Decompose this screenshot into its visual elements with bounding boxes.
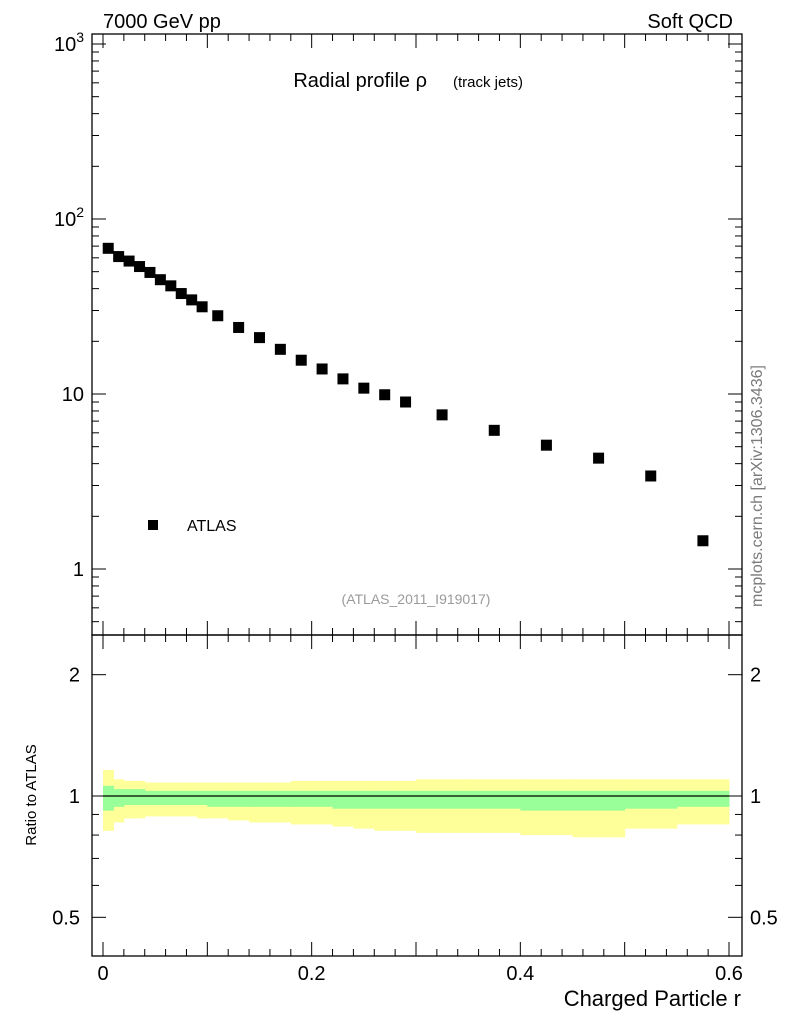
inner-band-bin — [676, 790, 730, 807]
header-right-label: Soft QCD — [647, 11, 733, 33]
atlas-data-point — [436, 409, 448, 421]
ratio-y-axis-label: Ratio to ATLAS — [23, 744, 40, 845]
axis-tick-labels: 1 10 102 103 0.5 0.5 1 1 2 2 0 0.2 0.4 0.6 — [52, 29, 778, 985]
plot-subtitle: (track jets) — [453, 74, 523, 91]
x-tick-label: 0.4 — [506, 963, 534, 985]
inner-band-bin — [311, 790, 334, 807]
inner-band-bin — [332, 790, 354, 809]
atlas-data-point — [316, 363, 328, 375]
x-tick-label: 0.6 — [715, 963, 743, 985]
atlas-data-point — [295, 354, 307, 366]
atlas-data-point — [233, 321, 245, 333]
axis-ticks — [92, 34, 742, 956]
legend-label-atlas: ATLAS — [187, 518, 237, 535]
inner-band-bin — [103, 785, 114, 811]
inner-band-bin — [186, 790, 198, 805]
atlas-data-point — [254, 332, 265, 344]
atlas-data-point — [540, 439, 552, 451]
inner-band-bin — [155, 790, 167, 805]
ratio-uncertainty-bands — [103, 770, 730, 838]
inner-band-bin — [269, 790, 292, 807]
main-plot-frame — [91, 33, 743, 636]
y-tick-label: 1 — [73, 559, 84, 581]
inner-band-bin — [113, 789, 125, 807]
data-markers — [102, 242, 709, 547]
inner-band-bin — [123, 789, 135, 805]
x-axis-label: Charged Particle r — [564, 986, 741, 1011]
atlas-data-point — [274, 343, 286, 355]
atlas-data-point — [488, 424, 500, 436]
x-tick-label: 0.2 — [298, 963, 326, 985]
inner-band-bin — [144, 790, 156, 805]
y-tick-label: 103 — [54, 29, 84, 56]
atlas-data-point — [645, 470, 657, 482]
inner-band-bin — [624, 790, 678, 809]
atlas-data-point — [175, 288, 187, 300]
inner-band-bin — [134, 789, 146, 805]
inner-band-bin — [572, 790, 626, 811]
atlas-data-point — [196, 301, 208, 313]
atlas-data-point — [697, 535, 709, 547]
ratio-y-tick-label-right: 1 — [750, 786, 761, 808]
x-tick-label: 0 — [97, 963, 108, 985]
ratio-y-tick-label: 1 — [69, 786, 80, 808]
inner-band-bin — [395, 790, 417, 809]
atlas-data-point — [400, 396, 412, 408]
inner-band-bin — [207, 790, 229, 807]
plot-title: Radial profile ρ — [293, 70, 427, 92]
analysis-tag: (ATLAS_2011_I919017) — [342, 591, 491, 607]
inner-band-bin — [374, 790, 396, 809]
y-tick-label: 10 — [62, 384, 84, 406]
inner-band-bin — [468, 790, 521, 809]
ratio-y-tick-label-right: 2 — [750, 665, 761, 687]
inner-band-bin — [165, 790, 177, 805]
atlas-data-point — [134, 261, 146, 273]
inner-band-bin — [290, 790, 313, 807]
atlas-data-point — [337, 373, 349, 385]
atlas-data-point — [144, 266, 156, 278]
atlas-data-point — [186, 294, 198, 306]
atlas-data-point — [212, 310, 224, 322]
atlas-data-point — [379, 389, 391, 401]
header-left-label: 7000 GeV pp — [103, 11, 221, 33]
inner-band-bin — [228, 790, 250, 807]
inner-band-bin — [196, 790, 208, 805]
atlas-data-point — [358, 382, 370, 394]
inner-band-bin — [520, 790, 573, 811]
atlas-data-point — [154, 274, 166, 286]
y-tick-label: 102 — [54, 204, 84, 231]
legend-marker-atlas — [148, 520, 158, 530]
ratio-y-tick-label: 2 — [69, 665, 80, 687]
atlas-data-point — [123, 255, 135, 267]
inner-band-bin — [416, 790, 469, 809]
ratio-y-tick-label: 0.5 — [52, 907, 80, 929]
ratio-y-tick-label-right: 0.5 — [750, 907, 778, 929]
atlas-data-point — [593, 452, 605, 464]
side-reference-label: mcplots.cern.ch [arXiv:1306.3436] — [749, 365, 766, 607]
atlas-data-point — [165, 280, 177, 292]
atlas-data-point — [102, 242, 114, 254]
inner-band-bin — [353, 790, 375, 809]
inner-band-bin — [249, 790, 271, 807]
inner-band-bin — [176, 790, 187, 805]
atlas-data-point — [113, 251, 125, 263]
